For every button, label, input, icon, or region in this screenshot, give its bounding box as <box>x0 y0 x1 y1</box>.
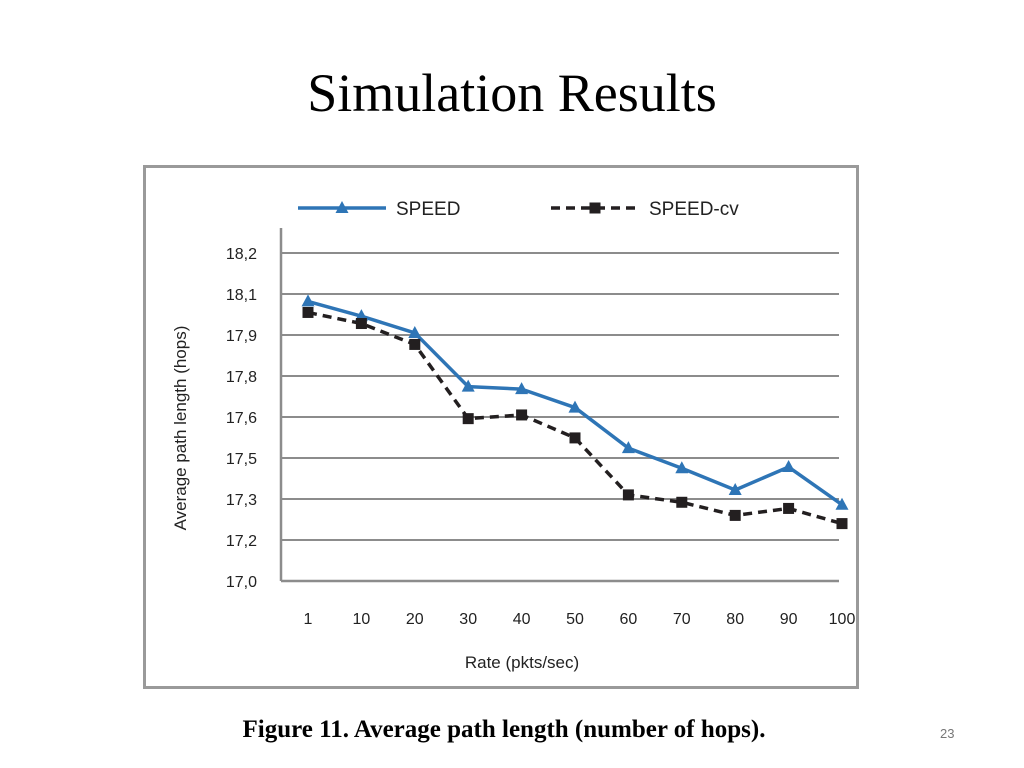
y-tick-label: 17,5 <box>226 451 257 468</box>
grid-lines <box>281 252 839 541</box>
x-tick-label: 40 <box>513 611 531 628</box>
data-point <box>569 432 581 444</box>
data-point <box>835 497 849 510</box>
x-tick-label: 80 <box>726 611 744 628</box>
series-lines <box>301 294 849 530</box>
data-point <box>675 461 689 474</box>
data-point <box>622 489 634 501</box>
y-tick-label: 17,0 <box>226 574 257 591</box>
y-tick-label: 17,9 <box>226 328 257 345</box>
data-point <box>589 202 601 214</box>
data-point <box>836 518 848 530</box>
y-axis-label: Average path length (hops) <box>171 326 190 531</box>
series-speed-cv <box>302 306 848 530</box>
figure-caption: Figure 11. Average path length (number o… <box>242 716 766 743</box>
x-tick-label: 30 <box>459 611 477 628</box>
legend: SPEED SPEED-cv <box>298 199 739 220</box>
slide-title: Simulation Results <box>307 63 717 123</box>
data-point <box>676 496 688 508</box>
x-axis-label: Rate (pkts/sec) <box>465 653 579 672</box>
data-point <box>729 509 741 521</box>
data-point <box>462 413 474 425</box>
data-point <box>783 502 795 514</box>
data-point <box>728 482 742 495</box>
legend-label: SPEED-cv <box>649 199 739 220</box>
data-point <box>408 325 422 338</box>
legend-item: SPEED-cv <box>551 199 739 220</box>
axes <box>279 228 839 583</box>
x-tick-label: 10 <box>353 611 371 628</box>
legend-item: SPEED <box>298 199 460 220</box>
data-point <box>409 338 421 350</box>
legend-label: SPEED <box>396 199 460 220</box>
data-point <box>335 201 349 213</box>
data-point <box>515 382 529 395</box>
x-tick-label: 70 <box>673 611 691 628</box>
x-tick-label: 50 <box>566 611 584 628</box>
x-tick-label: 20 <box>406 611 424 628</box>
x-tick-label: 1 <box>304 611 313 628</box>
x-tick-label: 60 <box>620 611 638 628</box>
y-tick-label: 17,6 <box>226 410 257 427</box>
y-tick-label: 17,8 <box>226 369 257 386</box>
data-point <box>461 379 475 392</box>
series-speed <box>301 294 849 510</box>
y-tick-label: 17,3 <box>226 492 257 509</box>
x-tick-label: 90 <box>780 611 798 628</box>
page-number: 23 <box>940 726 955 741</box>
figure-frame: 17,0 17,2 17,3 17,5 17,6 17,8 17,9 18,1 18,2 1 10 2… <box>143 165 859 689</box>
data-point <box>782 460 796 473</box>
y-tick-label: 17,2 <box>226 533 257 550</box>
data-point <box>355 318 367 330</box>
data-point <box>302 306 314 318</box>
data-point <box>301 294 315 307</box>
x-tick-label: 100 <box>829 611 856 628</box>
data-point <box>516 409 528 421</box>
y-tick-label: 18,2 <box>226 246 257 263</box>
data-point <box>568 400 582 413</box>
y-tick-label: 18,1 <box>226 287 257 304</box>
series-line <box>307 310 843 526</box>
line-chart: 17,0 17,2 17,3 17,5 17,6 17,8 17,9 18,1 18,2 1 10 2… <box>171 199 856 672</box>
tick-labels: 17,0 17,2 17,3 17,5 17,6 17,8 17,9 18,1 18,2 1 10 2… <box>226 246 856 628</box>
data-point <box>621 441 635 454</box>
